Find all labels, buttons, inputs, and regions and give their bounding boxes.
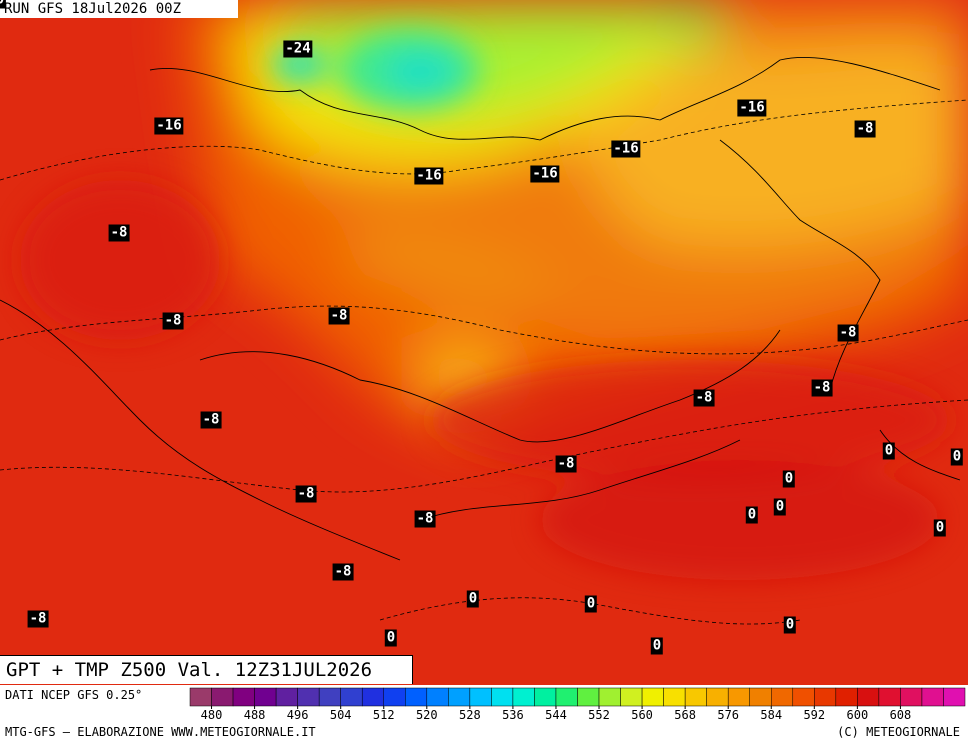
contour-label: -16 [611,140,641,158]
color-swatch [663,687,686,707]
colorbar-label: 560 [631,708,653,722]
color-swatch [921,687,944,707]
contour-label: -16 [154,117,184,135]
colorbar-label: 584 [760,708,782,722]
contour-label: 0 [466,590,480,608]
colorbar-label: 480 [201,708,223,722]
color-swatch [534,687,557,707]
contour-label: 0 [384,629,398,647]
data-source: DATI NCEP GFS 0.25° [5,688,143,702]
contour-label: -16 [414,167,444,185]
contour-label: 0 [882,442,896,460]
contour-label: 0 [783,616,797,634]
contour-label: 0 [650,637,664,655]
contour-label: -8 [200,411,222,429]
contour-label: -8 [811,379,833,397]
color-swatch [469,687,492,707]
color-swatch [792,687,815,707]
field [0,0,968,685]
credit: MTG-GFS — ELABORAZIONE WWW.METEOGIORNALE… [5,725,316,739]
color-swatch [512,687,535,707]
color-swatch [900,687,923,707]
contour-label: -8 [854,120,876,138]
contour-label: -8 [108,224,130,242]
contour-label: -8 [555,455,577,473]
contour-label: -8 [162,312,184,330]
colorbar-label: 600 [847,708,869,722]
color-swatch [771,687,794,707]
color-swatch [727,687,750,707]
colorbar-label: 496 [287,708,309,722]
contour-label: 0 [0,0,7,9]
color-swatch [749,687,772,707]
color-swatch [577,687,600,707]
contour-label: 0 [933,519,947,537]
colorbar-label: 504 [330,708,352,722]
color-swatch [383,687,406,707]
color-swatch [706,687,729,707]
run-label: RUN GFS 18Jul2026 00Z [0,0,238,18]
colorbar-label: 528 [459,708,481,722]
contour-label: 0 [950,448,964,466]
color-swatch [620,687,643,707]
color-swatch [878,687,901,707]
color-swatch [857,687,880,707]
color-swatch [598,687,621,707]
color-swatch [297,687,320,707]
color-swatch [814,687,837,707]
contour-label: -16 [737,99,767,117]
contour-label: -8 [27,610,49,628]
colorbar-label: 568 [674,708,696,722]
color-swatch [254,687,277,707]
contour-label: -8 [414,510,436,528]
color-swatch [835,687,858,707]
contour-label: -8 [693,389,715,407]
coastlines [0,56,961,561]
contour-label: -8 [295,485,317,503]
color-swatch [405,687,428,707]
contour-label: -16 [530,165,560,183]
contour-label: -8 [837,324,859,342]
color-swatch [189,687,212,707]
color-swatch [426,687,449,707]
contour-label: 0 [584,595,598,613]
map-title: GPT + TMP Z500 Val. 12Z31JUL2026 [0,655,413,684]
colorbar-label: 512 [373,708,395,722]
colorbar-label: 520 [416,708,438,722]
copyright: (C) METEOGIORNALE [837,725,960,739]
colorbar-label: 592 [803,708,825,722]
contour-label: 0 [773,498,787,516]
color-swatch [232,687,255,707]
color-swatch [448,687,471,707]
colorbar: 480 488 496 504 512 520 528 536 544 552 560 568 576 5… [189,687,966,722]
color-swatch [684,687,707,707]
contour-label: 0 [782,470,796,488]
contour-label: -8 [332,563,354,581]
color-swatch [340,687,363,707]
color-swatch [491,687,514,707]
color-swatch [555,687,578,707]
color-swatch [943,687,966,707]
color-swatch [361,687,385,707]
low-core [20,30,950,580]
colorbar-label: 536 [502,708,524,722]
color-swatch [211,687,234,707]
colorbar-label: 544 [545,708,567,722]
color-swatch [275,687,298,707]
contour-label: -8 [328,307,350,325]
map: RUN GFS 18Jul2026 00Z -24 -16 -16 -16 -16 -16… [0,0,968,685]
contour-label: 0 [745,506,759,524]
contour-label: -24 [283,40,313,58]
color-swatch [318,687,341,707]
colorbar-label: 608 [890,708,912,722]
colorbar-label: 552 [588,708,610,722]
colorbar-label: 576 [717,708,739,722]
colorbar-label: 488 [244,708,266,722]
color-swatch [641,687,664,707]
